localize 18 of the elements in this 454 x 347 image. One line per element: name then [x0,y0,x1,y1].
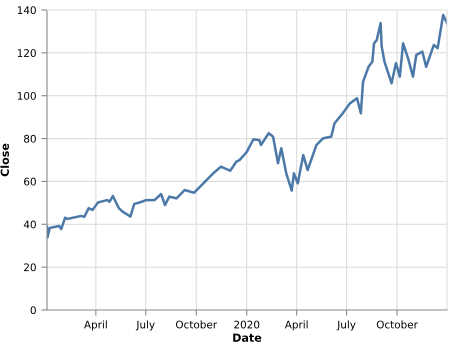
y-tick-label: 140 [18,6,36,14]
x-tick-label: 2020 [234,320,260,328]
y-tick-label: 0 [30,306,36,314]
x-tick-label: April [284,320,308,330]
line-series [47,14,447,238]
x-tick-label: October [176,320,218,328]
y-tick-label: 80 [24,134,36,143]
x-tick-label: July [136,320,155,330]
x-tick-label: April [84,320,107,330]
x-tick-label: October [376,320,418,328]
y-tick-label: 120 [18,49,36,57]
y-tick-label: 60 [24,178,36,186]
y-tick-label: 40 [24,220,36,228]
x-tick-label: July [336,320,356,330]
y-axis-title: Close [0,144,9,176]
y-tick-label: 20 [24,263,36,272]
x-axis-title: Date [233,334,262,342]
y-tick-label: 100 [18,92,36,100]
